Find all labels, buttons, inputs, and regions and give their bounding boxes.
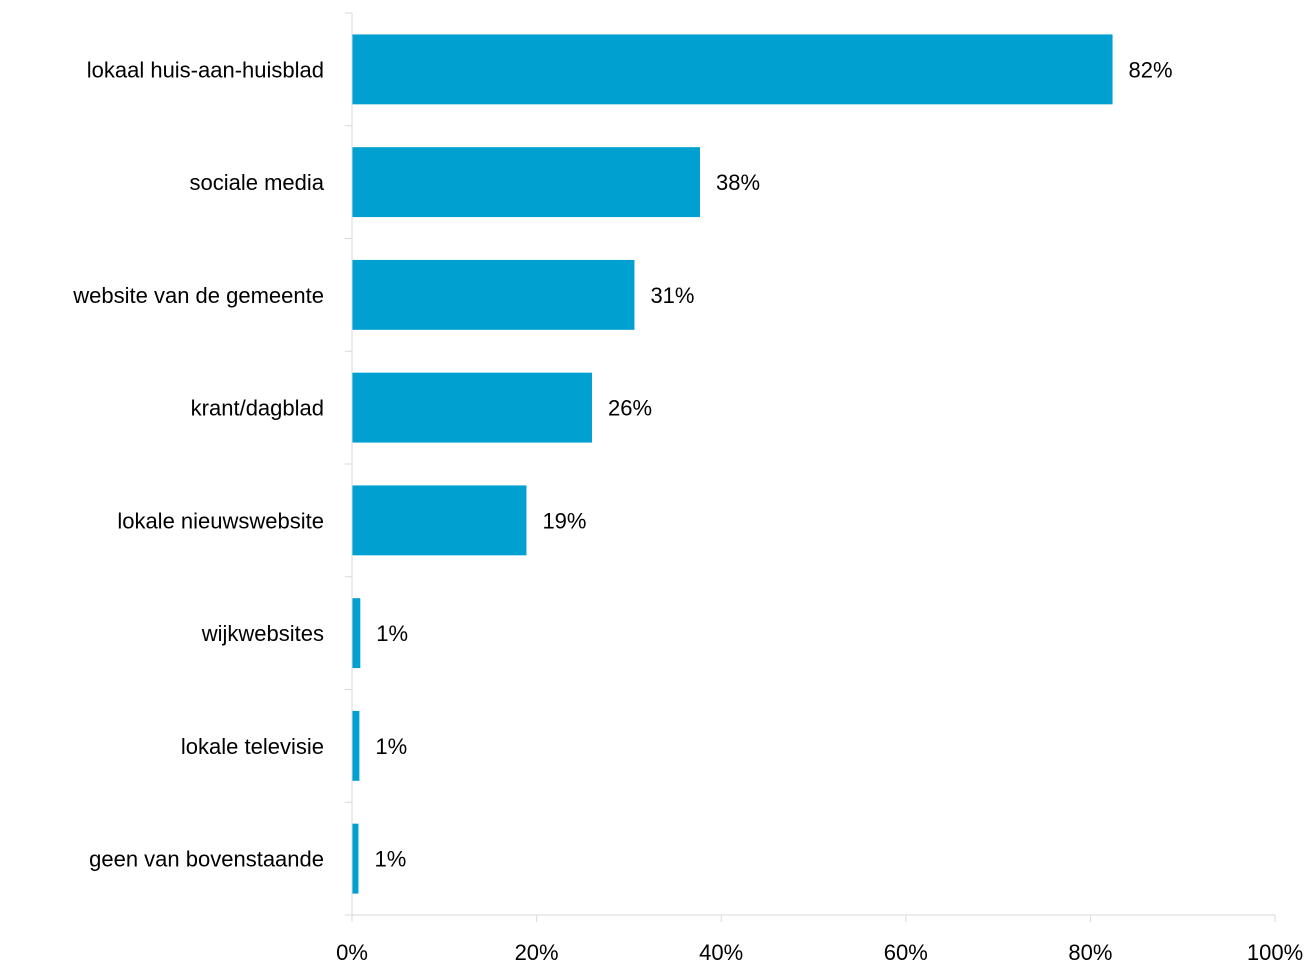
value-label: 31% (650, 283, 694, 308)
bar (352, 259, 635, 330)
category-label: lokale televisie (181, 734, 324, 759)
bar (352, 823, 359, 894)
bar (352, 598, 361, 669)
axes-group (345, 12, 1276, 922)
value-label: 38% (716, 170, 760, 195)
bar (352, 710, 360, 781)
category-label: lokale nieuwswebsite (117, 508, 324, 533)
value-label: 1% (376, 621, 408, 646)
bar (352, 34, 1113, 105)
x-tick-label: 100% (1247, 940, 1303, 965)
category-label: sociale media (189, 170, 324, 195)
value-label: 26% (608, 396, 652, 421)
x-tick-label: 20% (515, 940, 559, 965)
bar (352, 147, 700, 218)
value-label: 82% (1129, 57, 1173, 82)
value-label: 1% (374, 847, 406, 872)
bars-group (352, 34, 1113, 894)
category-label: wijkwebsites (201, 621, 324, 646)
bar (352, 372, 592, 443)
value-label: 1% (375, 734, 407, 759)
category-label: website van de gemeente (72, 283, 324, 308)
category-label: lokaal huis-aan-huisblad (87, 57, 324, 82)
x-tick-label: 60% (884, 940, 928, 965)
x-tick-label: 40% (699, 940, 743, 965)
category-label: krant/dagblad (191, 396, 324, 421)
x-tick-label: 0% (336, 940, 368, 965)
value-label: 19% (542, 508, 586, 533)
labels-group: 0% 20% 40% 60% 80% 100% lokaal huis-aan-huisbl… (72, 57, 1303, 965)
x-tick-label: 80% (1068, 940, 1112, 965)
category-label: geen van bovenstaande (89, 847, 324, 872)
bar (352, 485, 527, 556)
